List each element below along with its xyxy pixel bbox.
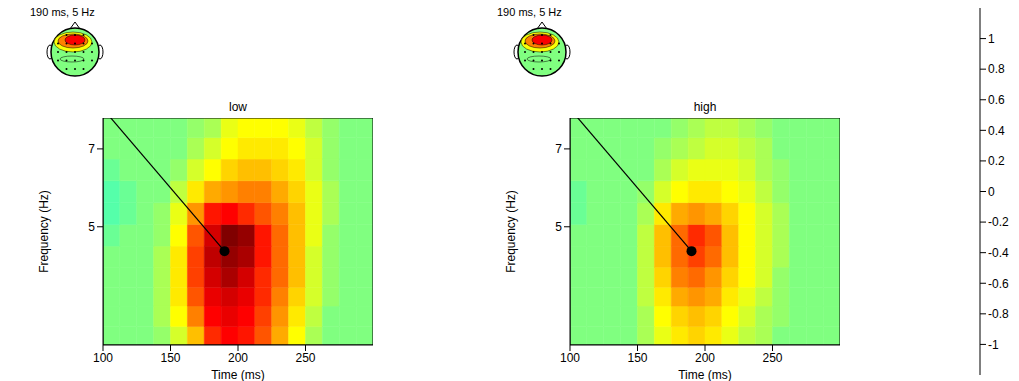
svg-text:7: 7 (555, 142, 562, 156)
svg-text:200: 200 (695, 351, 715, 365)
svg-text:-0.6: -0.6 (988, 277, 1009, 291)
svg-text:high: high (694, 100, 717, 114)
svg-text:0.4: 0.4 (988, 124, 1005, 138)
svg-text:1: 1 (988, 32, 995, 46)
svg-text:0: 0 (988, 185, 995, 199)
svg-text:250: 250 (762, 351, 782, 365)
svg-text:150: 150 (160, 351, 180, 365)
svg-text:5: 5 (555, 220, 562, 234)
svg-text:250: 250 (295, 351, 315, 365)
svg-text:0.8: 0.8 (988, 62, 1005, 76)
svg-text:-1: -1 (988, 338, 999, 352)
svg-text:Time (ms): Time (ms) (211, 368, 265, 381)
svg-text:0.2: 0.2 (988, 154, 1005, 168)
svg-text:100: 100 (93, 351, 113, 365)
svg-text:low: low (229, 100, 247, 114)
svg-text:150: 150 (627, 351, 647, 365)
svg-text:Frequency (Hz): Frequency (Hz) (504, 190, 518, 273)
svg-text:-0.4: -0.4 (988, 246, 1009, 260)
svg-text:-0.2: -0.2 (988, 215, 1009, 229)
svg-text:100: 100 (560, 351, 580, 365)
svg-text:-0.8: -0.8 (988, 307, 1009, 321)
svg-text:0.6: 0.6 (988, 93, 1005, 107)
svg-text:190 ms, 5 Hz: 190 ms, 5 Hz (497, 6, 562, 18)
svg-text:200: 200 (228, 351, 248, 365)
svg-text:7: 7 (88, 142, 95, 156)
svg-text:Frequency (Hz): Frequency (Hz) (37, 190, 51, 273)
svg-text:Time (ms): Time (ms) (678, 368, 732, 381)
svg-text:5: 5 (88, 220, 95, 234)
svg-text:190 ms, 5 Hz: 190 ms, 5 Hz (30, 6, 95, 18)
